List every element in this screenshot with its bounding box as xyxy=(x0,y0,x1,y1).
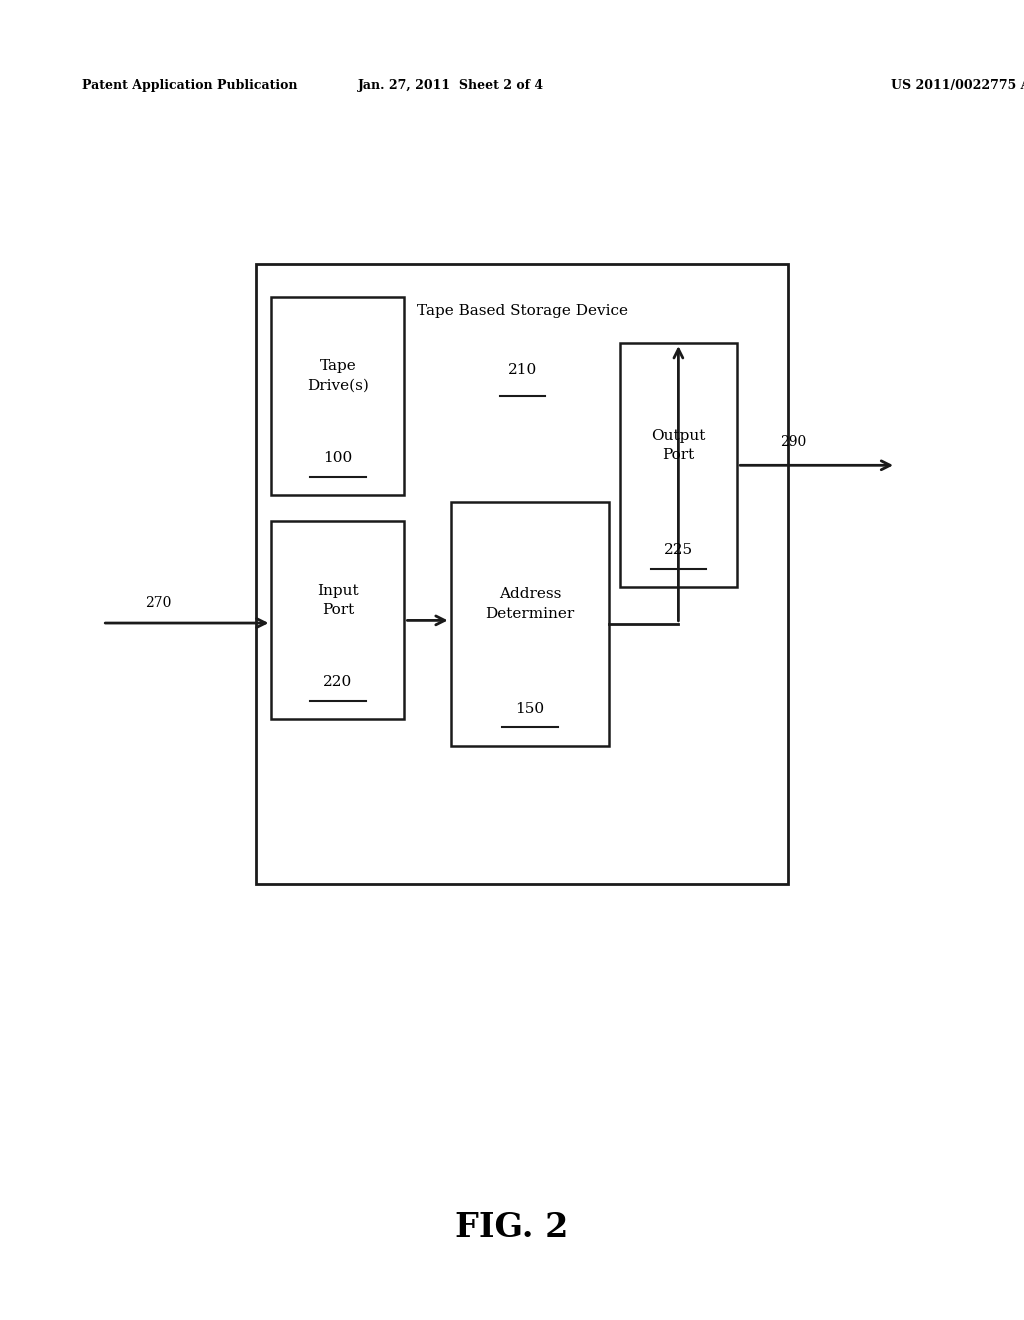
Text: 150: 150 xyxy=(515,702,545,715)
Text: 225: 225 xyxy=(664,544,693,557)
Bar xyxy=(620,343,737,587)
Text: Input
Port: Input Port xyxy=(317,583,358,618)
Text: Patent Application Publication: Patent Application Publication xyxy=(82,79,297,92)
Text: 100: 100 xyxy=(324,451,352,465)
Bar xyxy=(256,264,788,884)
Text: 290: 290 xyxy=(780,434,807,449)
Text: Tape
Drive(s): Tape Drive(s) xyxy=(307,359,369,393)
Text: 270: 270 xyxy=(145,595,172,610)
Text: US 2011/0022775 A1: US 2011/0022775 A1 xyxy=(891,79,1024,92)
Bar xyxy=(271,297,404,495)
Text: FIG. 2: FIG. 2 xyxy=(456,1212,568,1243)
Bar xyxy=(451,502,609,746)
Text: 220: 220 xyxy=(324,676,352,689)
Text: Jan. 27, 2011  Sheet 2 of 4: Jan. 27, 2011 Sheet 2 of 4 xyxy=(357,79,544,92)
Text: Output
Port: Output Port xyxy=(651,429,706,462)
Text: Address
Determiner: Address Determiner xyxy=(485,587,574,620)
Bar xyxy=(271,521,404,719)
Text: Tape Based Storage Device: Tape Based Storage Device xyxy=(417,304,628,318)
Text: 210: 210 xyxy=(508,363,537,378)
